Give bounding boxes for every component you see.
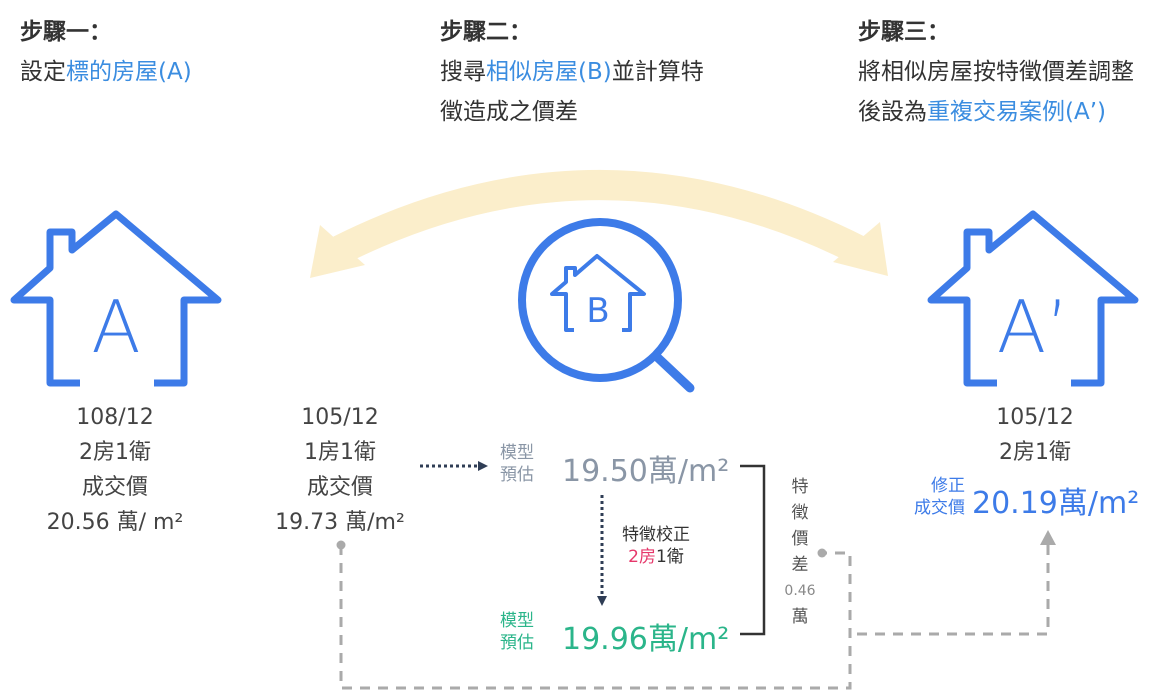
estimate-value: 19.96萬/m² [562,622,730,657]
price: 20.19萬/m² [972,486,1140,521]
dot [817,548,827,558]
double-arrow [333,170,865,264]
step-label: 步驟三： [858,19,950,45]
arrow-head-left [310,225,365,278]
magnifier-handle [651,351,695,393]
correction-title: 特徵校正 [622,525,690,545]
dashed-line [857,545,1050,636]
bracket [740,464,766,636]
label: 成交價 [914,498,965,518]
layout: 2房1衛 [999,440,1071,465]
step-text: 設定標的房屋(A) [20,52,320,92]
price: 20.56 萬/ m² [46,510,184,535]
date: 105/12 [301,405,379,430]
price: 19.73 萬/m² [275,510,405,535]
unchanged: 1衛 [656,547,684,567]
estimate-label: 模型 預估 [500,442,534,486]
price-label: 修正 成交價 [890,475,965,519]
estimate-label: 模型 預估 [500,610,534,654]
arrow-head-right [833,222,888,276]
price-label: 成交價 [81,475,148,500]
difference-value: 0.46 [784,583,816,599]
text: 並計算特徵造成之價差 [440,59,704,125]
highlight: 標的房屋(A) [66,59,192,85]
house-a-prime-icon [927,210,1139,387]
house-a-letter: A [91,285,140,369]
label: 修正 [931,476,965,496]
layout: 1房1衛 [304,440,376,465]
text: 將相似房屋按特徵價差調整後設為 [858,59,1134,125]
house-a-prime-info: 105/12 2房1衛 [955,400,1115,470]
label: 預估 [500,465,534,485]
arrow-head [478,461,488,471]
house-a-icon [10,210,222,387]
step-text: 將相似房屋按特徵價差調整後設為重複交易案例(A’) [858,52,1148,132]
house-a-info: 108/12 2房1衛 成交價 20.56 萬/ m² [15,400,215,540]
label: 模型 [500,443,534,463]
dashed-line [339,545,852,690]
label: 預估 [500,633,534,653]
house-b-info: 105/12 1房1衛 成交價 19.73 萬/m² [260,400,420,540]
difference-label: 特徵價差 [791,477,809,575]
house-a-prime-letter: A’ [997,285,1069,369]
text: 搜尋 [440,59,486,85]
changed: 2房 [628,547,656,567]
step-label: 步驟二： [440,19,532,45]
text: 設定 [20,59,66,85]
house-b-letter: B [586,291,609,331]
highlight: 相似房屋(B) [486,59,612,85]
arrow-head [1040,530,1056,545]
arrow-head [597,596,607,606]
date: 105/12 [996,405,1074,430]
price-label: 成交價 [306,475,373,500]
date: 108/12 [76,405,154,430]
step-text: 搜尋相似房屋(B)並計算特徵造成之價差 [440,52,725,132]
label: 模型 [500,611,534,631]
highlight: 重複交易案例(A’) [927,99,1106,125]
correction: 特徵校正 2房1衛 [616,524,696,568]
step-label: 步驟一： [20,19,112,45]
correction-layout: 2房1衛 [616,546,696,568]
estimate-value: 19.50萬/m² [562,454,730,489]
magnifier [518,218,682,382]
difference-unit: 萬 [791,607,809,627]
difference: 特徵價差 0.46 萬 [780,474,820,630]
layout: 2房1衛 [79,440,151,465]
house-b-icon [550,254,646,332]
